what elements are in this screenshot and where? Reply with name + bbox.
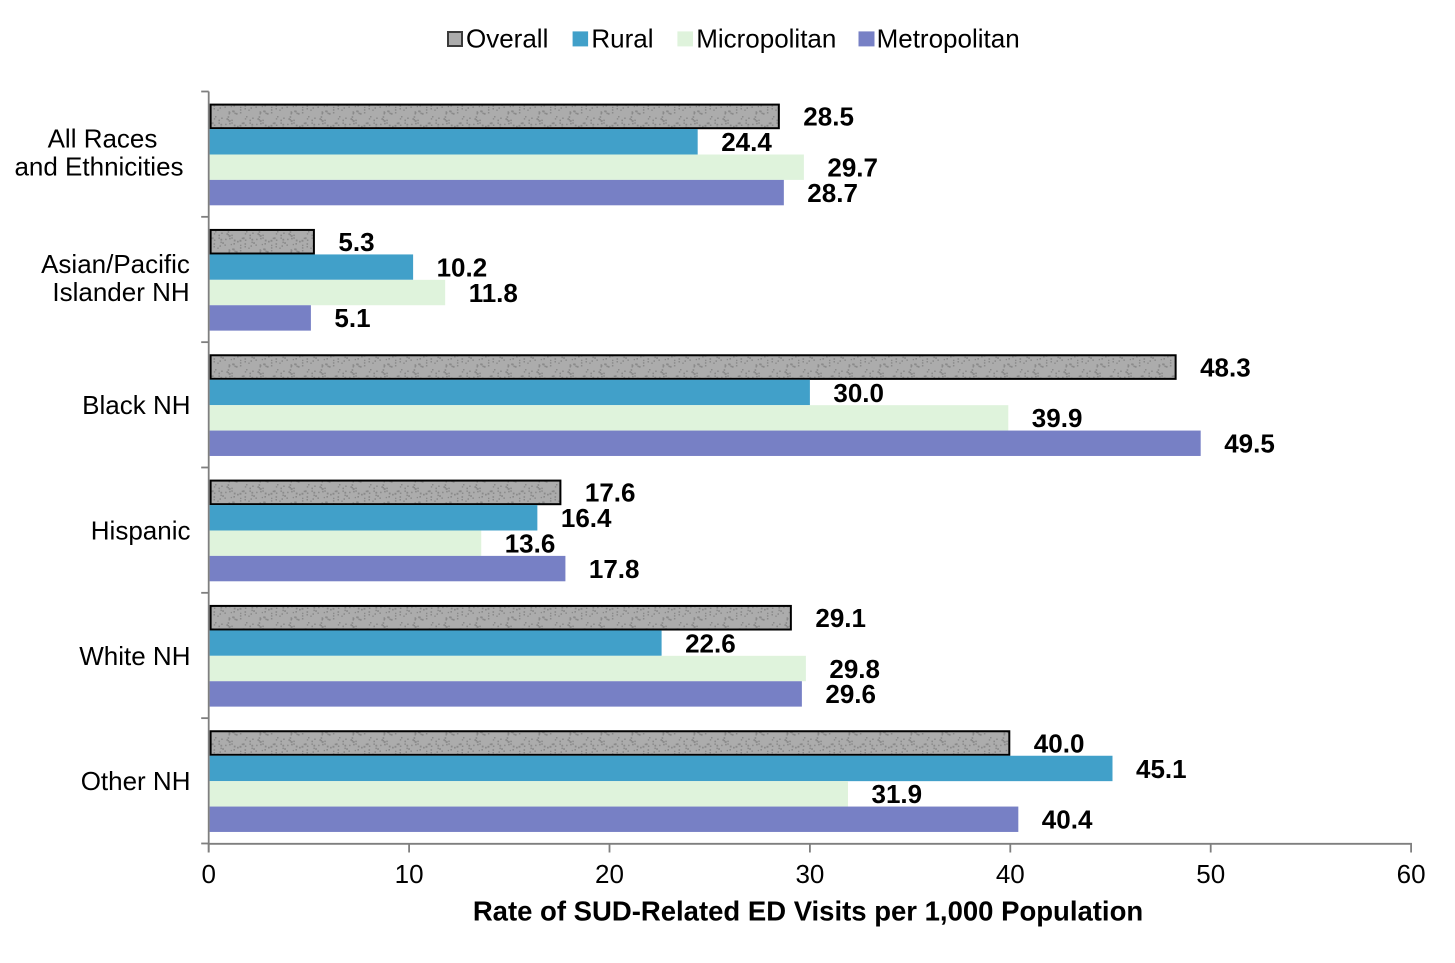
svg-text:White NH: White NH — [79, 641, 190, 671]
svg-text:29.1: 29.1 — [815, 603, 866, 633]
svg-text:40: 40 — [996, 859, 1025, 889]
svg-text:5.3: 5.3 — [338, 227, 374, 257]
svg-text:Hispanic: Hispanic — [91, 516, 191, 546]
svg-text:Overall: Overall — [466, 23, 548, 53]
svg-text:22.6: 22.6 — [685, 628, 736, 658]
svg-text:Black NH: Black NH — [82, 390, 190, 420]
svg-text:Rural: Rural — [591, 23, 653, 53]
svg-text:10: 10 — [395, 859, 424, 889]
svg-text:11.8: 11.8 — [469, 278, 518, 308]
svg-text:29.8: 29.8 — [829, 654, 880, 684]
svg-text:28.7: 28.7 — [807, 178, 858, 208]
svg-text:40.4: 40.4 — [1042, 805, 1093, 835]
svg-text:50: 50 — [1196, 859, 1225, 889]
svg-text:17.6: 17.6 — [585, 478, 636, 508]
svg-text:24.4: 24.4 — [721, 127, 772, 157]
svg-text:49.5: 49.5 — [1224, 429, 1275, 459]
svg-text:10.2: 10.2 — [437, 252, 488, 282]
svg-text:29.7: 29.7 — [827, 153, 878, 183]
svg-text:30.0: 30.0 — [833, 378, 884, 408]
svg-text:28.5: 28.5 — [803, 102, 854, 132]
svg-text:Metropolitan: Metropolitan — [877, 23, 1020, 53]
svg-text:20: 20 — [595, 859, 624, 889]
svg-text:Asian/Pacific: Asian/Pacific — [41, 249, 190, 279]
svg-text:30: 30 — [795, 859, 824, 889]
svg-text:45.1: 45.1 — [1136, 754, 1187, 784]
svg-text:40.0: 40.0 — [1034, 728, 1085, 758]
svg-text:16.4: 16.4 — [561, 503, 612, 533]
svg-text:5.1: 5.1 — [334, 303, 370, 333]
svg-text:0: 0 — [201, 859, 215, 889]
svg-text:39.9: 39.9 — [1032, 403, 1083, 433]
svg-text:13.6: 13.6 — [505, 529, 556, 559]
svg-text:29.6: 29.6 — [825, 679, 876, 709]
svg-text:and Ethnicities: and Ethnicities — [14, 152, 183, 182]
svg-text:60: 60 — [1397, 859, 1426, 889]
svg-text:17.8: 17.8 — [589, 554, 640, 584]
svg-text:Micropolitan: Micropolitan — [696, 23, 836, 53]
svg-text:48.3: 48.3 — [1200, 352, 1251, 382]
svg-text:31.9: 31.9 — [872, 779, 923, 809]
svg-text:Rate of SUD-Related ED Visits: Rate of SUD-Related ED Visits per 1,000 … — [473, 896, 1143, 927]
svg-text:All Races: All Races — [48, 124, 158, 154]
svg-text:Islander NH: Islander NH — [52, 277, 189, 307]
svg-text:Other NH: Other NH — [81, 766, 191, 796]
